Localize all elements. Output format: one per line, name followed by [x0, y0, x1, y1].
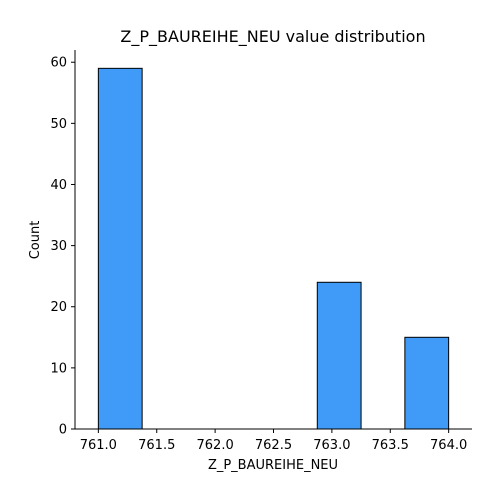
y-tick-label: 30: [50, 239, 67, 254]
x-tick-label: 762.5: [255, 438, 292, 453]
y-tick-label: 0: [59, 423, 67, 438]
histogram-bar: [316, 281, 362, 430]
histogram-bar: [97, 67, 143, 430]
x-tick-label: 764.0: [430, 438, 467, 453]
x-axis-label: Z_P_BAUREIHE_NEU: [208, 458, 338, 473]
chart-title: Z_P_BAUREIHE_NEU value distribution: [120, 27, 425, 47]
x-axis: 761.0 761.5 762.0 762.5 763.0 763.5 764.0: [75, 428, 472, 453]
x-tick-label: 763.0: [313, 438, 350, 453]
y-axis-label: Count: [28, 221, 43, 260]
y-tick-label: 40: [50, 178, 67, 193]
x-tick-label: 763.5: [372, 438, 409, 453]
x-tick-label: 761.5: [138, 438, 175, 453]
histogram-bar: [404, 336, 450, 430]
y-tick-label: 60: [50, 56, 67, 71]
y-axis: 0 10 20 30 40 50 60: [50, 50, 76, 438]
x-tick-label: 761.0: [80, 438, 117, 453]
bars-group: [97, 67, 450, 430]
x-tick-label: 762.0: [197, 438, 234, 453]
y-tick-label: 50: [50, 117, 67, 132]
y-tick-label: 10: [50, 361, 67, 376]
y-tick-label: 20: [50, 300, 67, 315]
